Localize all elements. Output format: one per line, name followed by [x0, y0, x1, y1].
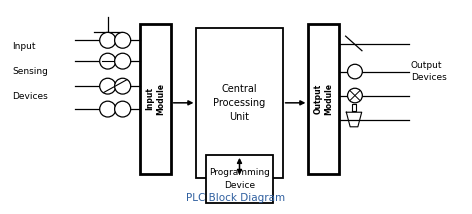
Text: Devices: Devices — [12, 92, 48, 101]
Text: Input
Module: Input Module — [145, 83, 166, 115]
Bar — [196, 28, 283, 178]
Text: Output
Devices: Output Devices — [411, 61, 447, 82]
Text: PLC Block Diagram: PLC Block Diagram — [186, 193, 286, 203]
Ellipse shape — [115, 32, 131, 48]
Bar — [206, 155, 273, 203]
Ellipse shape — [100, 32, 116, 48]
Bar — [308, 24, 338, 174]
Ellipse shape — [115, 53, 131, 69]
Text: Input: Input — [12, 42, 35, 51]
Ellipse shape — [100, 101, 116, 117]
Ellipse shape — [347, 64, 362, 79]
Ellipse shape — [115, 101, 131, 117]
Ellipse shape — [100, 53, 116, 69]
Text: Sensing: Sensing — [12, 67, 48, 76]
Text: Central
Processing
Unit: Central Processing Unit — [213, 84, 266, 122]
Text: Programming
Device: Programming Device — [209, 168, 270, 190]
Ellipse shape — [115, 78, 131, 94]
Text: Output
Module: Output Module — [313, 83, 334, 115]
Ellipse shape — [100, 78, 116, 94]
Ellipse shape — [347, 88, 362, 103]
Bar — [140, 24, 171, 174]
